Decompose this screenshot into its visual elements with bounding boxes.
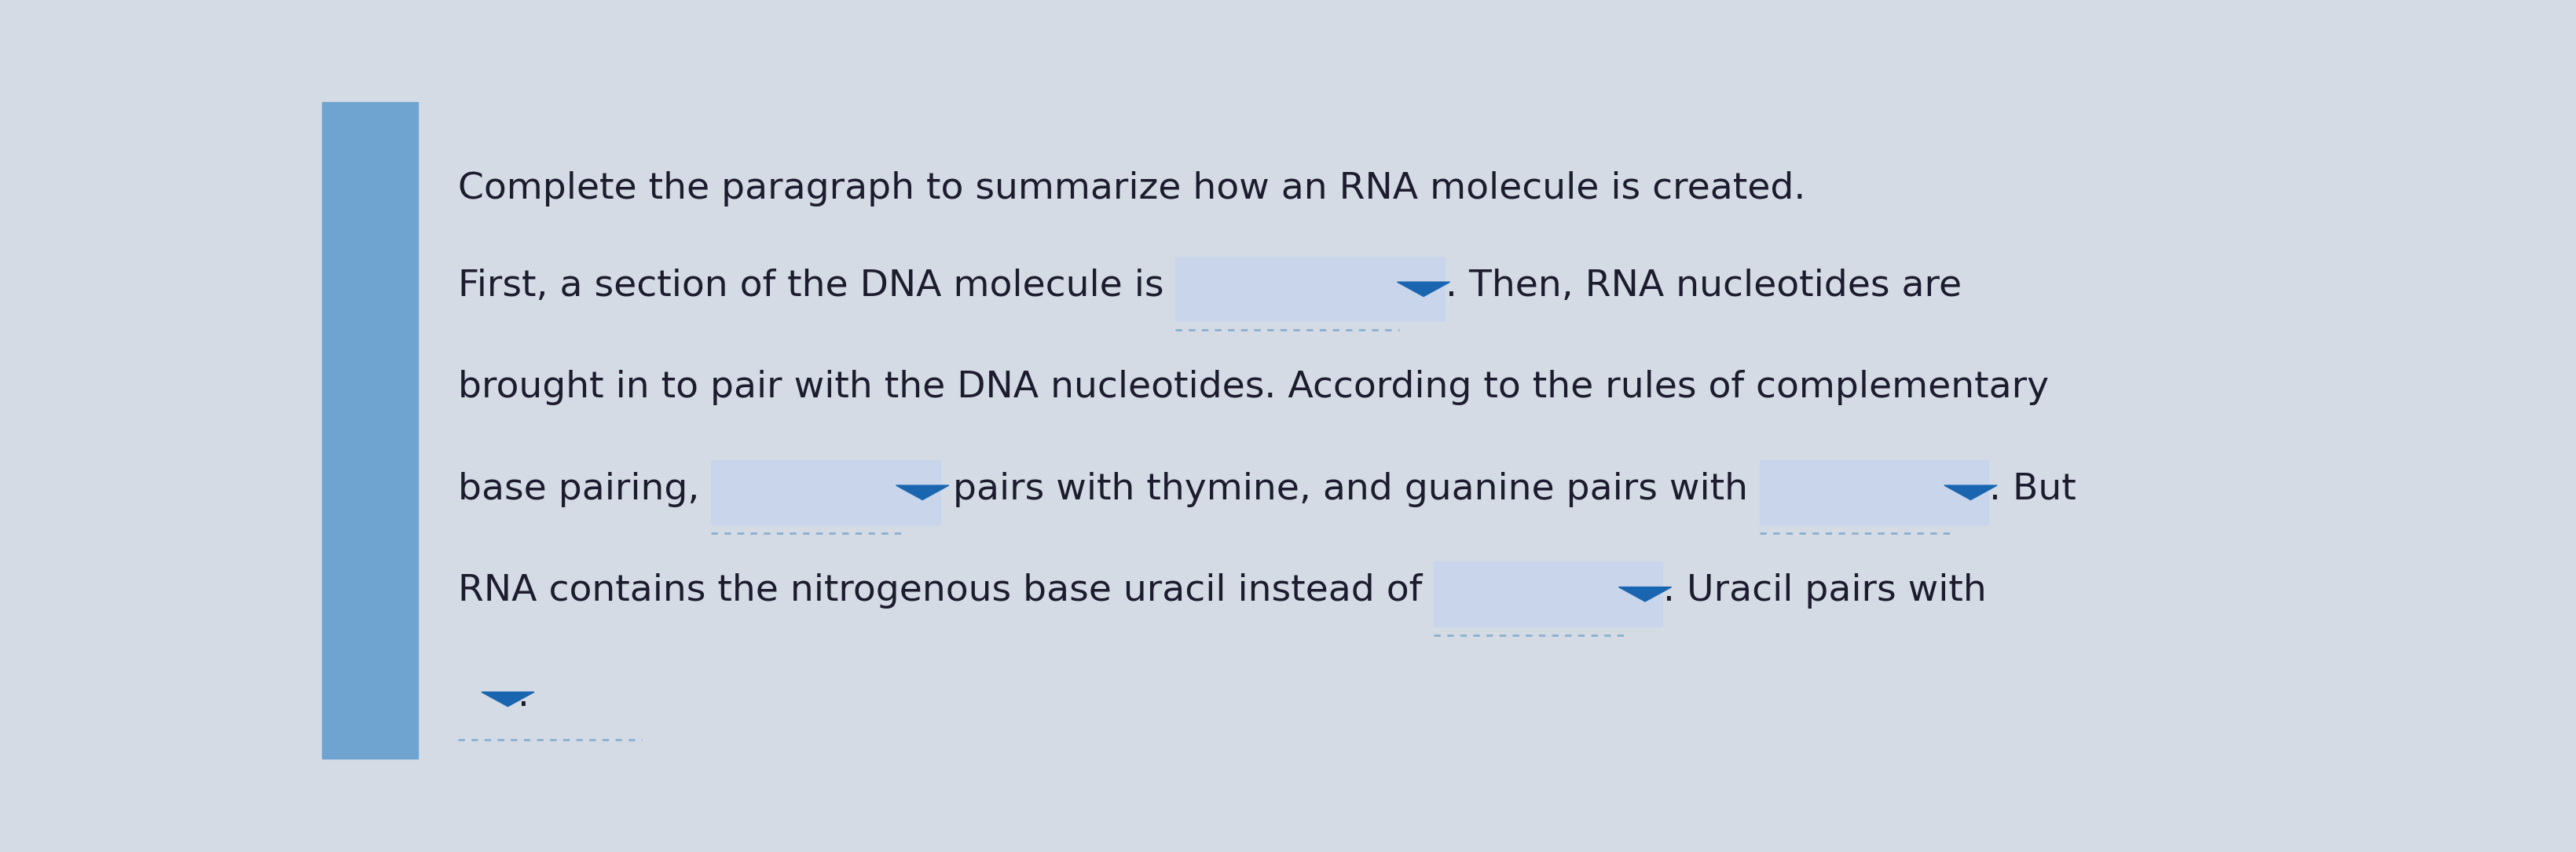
Polygon shape	[896, 486, 948, 500]
Polygon shape	[1618, 587, 1672, 602]
Bar	[1759, 460, 1989, 526]
Text: base pairing,: base pairing,	[459, 472, 711, 507]
Text: . Uracil pairs with: . Uracil pairs with	[1664, 573, 1986, 608]
Bar	[322, 102, 417, 758]
Text: Complete the paragraph to summarize how an RNA molecule is created.: Complete the paragraph to summarize how …	[459, 171, 1806, 206]
Bar	[1432, 561, 1664, 627]
Text: pairs with thymine, and guanine pairs with: pairs with thymine, and guanine pairs wi…	[940, 472, 1759, 507]
Text: First, a section of the DNA molecule is: First, a section of the DNA molecule is	[459, 268, 1175, 303]
Polygon shape	[1945, 486, 1996, 500]
Bar	[1175, 256, 1445, 322]
Text: brought in to pair with the DNA nucleotides. According to the rules of complemen: brought in to pair with the DNA nucleoti…	[459, 370, 2048, 406]
Polygon shape	[482, 692, 533, 706]
Text: RNA contains the nitrogenous base uracil instead of: RNA contains the nitrogenous base uracil…	[459, 573, 1432, 608]
Bar	[711, 460, 940, 526]
Text: . Then, RNA nucleotides are: . Then, RNA nucleotides are	[1445, 268, 1960, 303]
Text: . But: . But	[1989, 472, 2076, 507]
Text: .: .	[518, 678, 531, 714]
Polygon shape	[1396, 282, 1450, 296]
